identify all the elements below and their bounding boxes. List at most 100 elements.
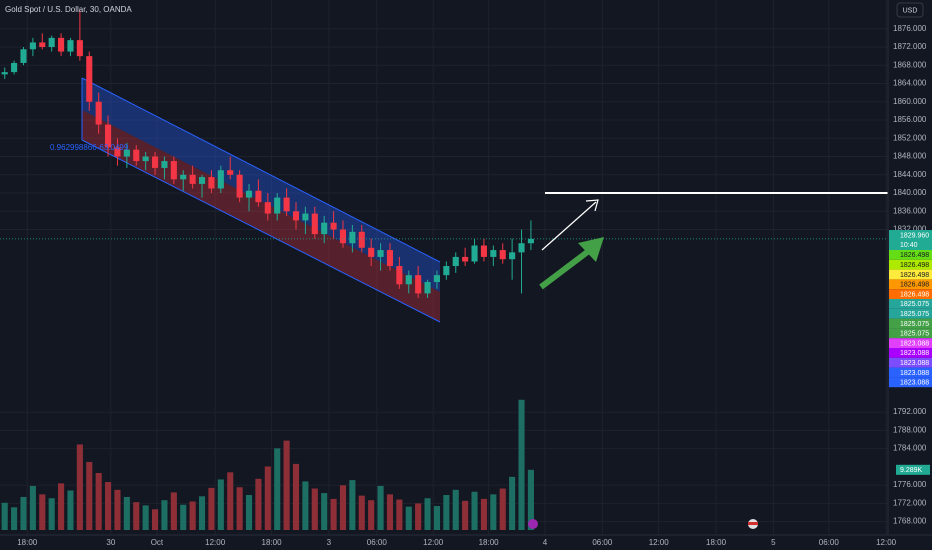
x-tick-label: 30: [106, 538, 115, 547]
price-label-bg: [889, 289, 932, 299]
candle-body: [283, 197, 290, 212]
candle-body: [114, 147, 121, 157]
volume-bar: [518, 399, 525, 530]
candle-body: [39, 42, 46, 48]
x-tick-label: 06:00: [367, 538, 388, 547]
currency-button[interactable]: [896, 2, 924, 18]
price-label: 1825.075: [900, 311, 929, 318]
candle-body: [527, 238, 534, 244]
y-tick-label: 1864.000: [893, 79, 927, 88]
y-tick-label: 1792.000: [893, 407, 927, 416]
candle-body: [452, 256, 459, 267]
x-tick-label: 12:00: [205, 538, 226, 547]
y-tick-label: 1788.000: [893, 425, 927, 434]
y-tick-label: 1852.000: [893, 133, 927, 142]
volume-bar: [29, 485, 36, 530]
candle-body: [208, 177, 215, 189]
price-label-bg: [889, 377, 932, 388]
candle-body: [170, 161, 177, 180]
volume-pane: [1, 399, 534, 530]
volume-bar: [452, 489, 459, 530]
y-tick-label: 1876.000: [893, 24, 927, 33]
volume-bar: [433, 506, 441, 530]
volume-bar: [283, 440, 290, 530]
candle-body: [405, 275, 412, 285]
price-label: 1829.960: [900, 232, 929, 239]
x-tick-label: 18:00: [479, 538, 500, 547]
volume-bar: [368, 500, 375, 530]
volume-label: 9.289K: [900, 467, 923, 474]
volume-bar: [227, 472, 234, 530]
volume-bar: [462, 500, 469, 530]
y-tick-label: 1844.000: [893, 170, 927, 179]
price-label-bg: [889, 328, 932, 339]
volume-bar: [349, 480, 356, 530]
volume-bar: [133, 502, 140, 530]
y-tick-label: 1768.000: [893, 517, 927, 526]
price-label: 1826.498: [900, 291, 929, 298]
price-label: 1826.498: [900, 272, 929, 279]
volume-bar: [11, 507, 18, 530]
volume-bar: [292, 463, 300, 530]
candle-body: [151, 156, 159, 168]
x-tick-label: 5: [771, 538, 776, 547]
annotation: 0.962998866-63.0499: [50, 143, 129, 152]
volume-label-bg: [896, 464, 930, 475]
volume-bar: [180, 504, 187, 530]
x-tick-label: 06:00: [819, 538, 840, 547]
price-label-bg: [889, 259, 932, 270]
volume-bar: [405, 506, 412, 530]
volume-bar: [264, 466, 271, 530]
candle-body: [480, 245, 487, 257]
candles: [0, 10, 888, 298]
price-label-bg: [889, 308, 932, 319]
candle-body: [339, 229, 347, 244]
chart-title: Gold Spot / U.S. Dollar, 30, OANDA: [5, 5, 132, 14]
candle-body: [29, 42, 36, 50]
y-tick-label: 1784.000: [893, 444, 927, 453]
candle-body: [95, 101, 102, 125]
candle-body: [292, 211, 300, 221]
price-label: 1826.498: [900, 252, 929, 259]
volume-bar: [95, 472, 102, 530]
y-tick-label: 1772.000: [893, 498, 927, 507]
candle-body: [58, 37, 65, 52]
candle-body: [67, 40, 74, 52]
price-label: 1826.498: [900, 262, 929, 269]
candle-body: [377, 250, 384, 257]
price-label: 1825.075: [900, 321, 929, 328]
volume-bar: [480, 498, 487, 530]
candle-body: [180, 174, 187, 180]
candle-body: [311, 213, 318, 235]
price-label-bg: [889, 230, 932, 250]
x-tick-label: 12:00: [649, 538, 670, 547]
candle-body: [368, 247, 375, 257]
candle-body: [255, 190, 262, 203]
currency[interactable]: USD: [903, 7, 918, 14]
volume-bar: [396, 499, 403, 530]
volume-bar: [114, 489, 121, 530]
volume-bar: [377, 485, 384, 530]
candle-body: [217, 170, 224, 189]
y-tick-label: 1848.000: [893, 152, 927, 161]
candle-body: [1, 72, 8, 75]
candle-body: [76, 40, 83, 57]
event-icon[interactable]: [528, 519, 538, 529]
x-tick-label: 3: [327, 538, 332, 547]
volume-bar: [151, 509, 159, 530]
y-tick-label: 1840.000: [893, 188, 927, 197]
price-label-bg: [889, 357, 932, 368]
candle-body: [330, 222, 337, 230]
volume-bar: [509, 476, 516, 530]
volume-bar: [527, 469, 534, 530]
price-label-bg: [889, 348, 932, 358]
volume-bar: [208, 487, 215, 530]
volume-bar: [217, 479, 224, 530]
price-label: 1823.088: [900, 380, 929, 387]
x-tick-label: 12:00: [876, 538, 897, 547]
volume-bar: [39, 494, 46, 530]
volume-bar: [443, 495, 450, 530]
y-tick-label: 1860.000: [893, 97, 927, 106]
volume-bar: [48, 498, 55, 530]
